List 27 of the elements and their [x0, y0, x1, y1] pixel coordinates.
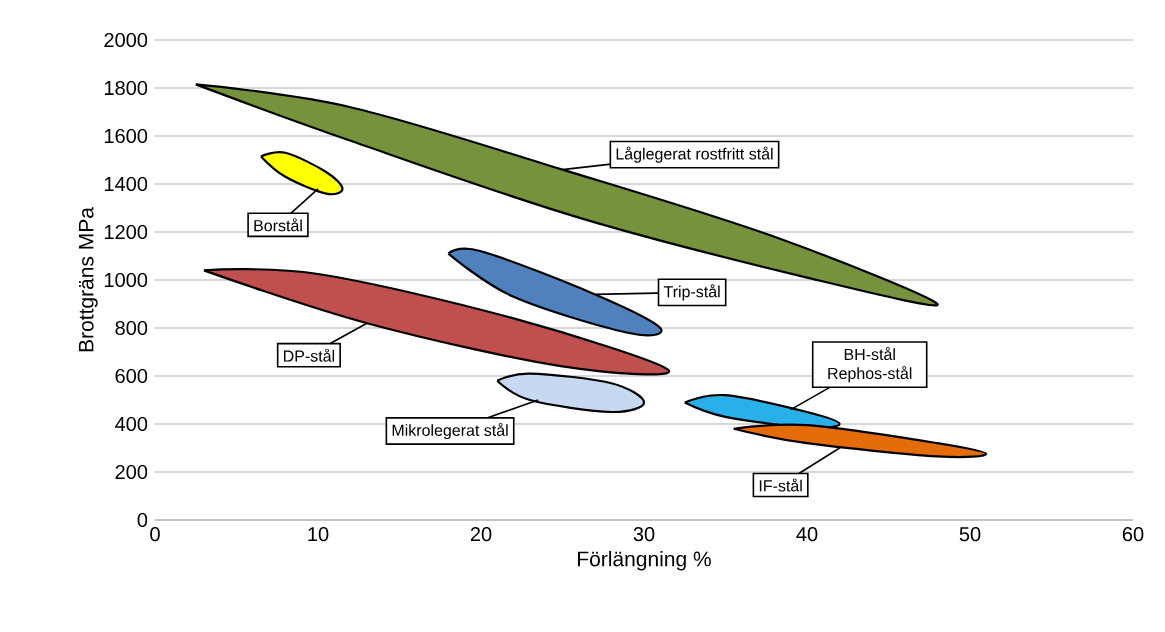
annotation: DP-stål — [283, 348, 335, 362]
y-tick-label: 1000 — [104, 272, 148, 288]
x-tick-label: 30 — [633, 527, 655, 542]
annotation: Mikrolegerat stål — [392, 422, 508, 440]
y-tick-label: 800 — [115, 320, 148, 336]
annotation: Borstål — [254, 218, 302, 232]
y-tick-label: 600 — [115, 368, 148, 384]
x-tick-label: 40 — [796, 527, 818, 542]
y-tick-label: 1400 — [104, 176, 148, 192]
y-tick-label: 1200 — [104, 224, 148, 240]
y-tick-label: 1600 — [104, 128, 148, 144]
y-axis-title: Brottgräns MPa — [78, 207, 98, 352]
y-tick-label: 1800 — [104, 80, 148, 96]
y-tick-label: 2000 — [104, 32, 148, 48]
y-tick-label: 200 — [115, 464, 148, 480]
x-tick-label: 60 — [1122, 527, 1144, 542]
x-axis-title: Förlängning % — [578, 550, 711, 571]
annotation: BH-stål Rephos-stål — [828, 347, 912, 383]
annotation: Trip-stål — [663, 284, 720, 301]
x-tick-label: 50 — [959, 527, 981, 542]
y-tick-label: 400 — [115, 416, 148, 432]
x-tick-label: 10 — [308, 527, 329, 542]
annotation: IF-stål — [759, 478, 802, 492]
y-tick-label: 0 — [137, 512, 148, 528]
x-tick-label: 20 — [470, 527, 492, 542]
annotation: Låglegerat rostfritt stål — [616, 146, 773, 163]
x-tick-label: 0 — [150, 527, 160, 542]
